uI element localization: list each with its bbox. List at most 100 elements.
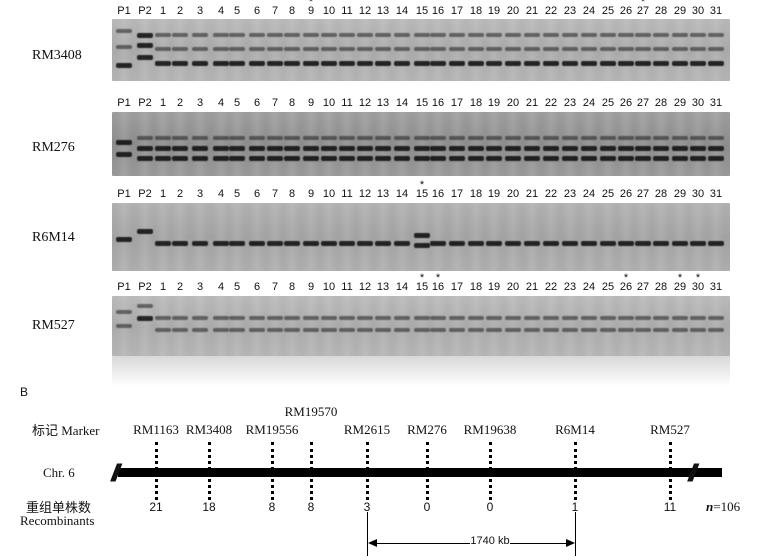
- gel-band: [618, 146, 634, 151]
- gel-lane: [192, 112, 208, 176]
- gel-band: [249, 146, 265, 151]
- recombinant-star: *: [695, 272, 701, 284]
- lane-label: 10: [322, 281, 336, 293]
- gel-lane: [635, 296, 651, 356]
- gel-band: [357, 316, 373, 320]
- lane-label: 25: [601, 281, 615, 293]
- gel-band: [653, 136, 669, 140]
- gel-band: [414, 47, 430, 51]
- lane-label: 14: [395, 5, 409, 17]
- gel-band: [284, 33, 300, 37]
- gel-band: [249, 156, 265, 161]
- gel-band: [303, 146, 319, 151]
- lane-label: 24: [582, 5, 596, 17]
- gel-marker-label: R6M14: [32, 230, 75, 245]
- gel-band: [708, 146, 724, 151]
- lane-label: 5: [233, 281, 241, 293]
- gel-band: [449, 47, 465, 51]
- gel-lane: [303, 112, 319, 176]
- gel-band: [635, 241, 651, 246]
- gel-band: [618, 33, 634, 37]
- lane-label: 27: [636, 281, 650, 293]
- gel-band: [600, 33, 616, 37]
- gel-band: [213, 241, 229, 246]
- lane-label: 14: [395, 97, 409, 109]
- gel-band: [249, 328, 265, 332]
- gel-lane: [172, 296, 188, 356]
- interval-bracket-right: [575, 512, 576, 556]
- lane-label: 19: [487, 97, 501, 109]
- gel-lane: [357, 112, 373, 176]
- gel-band: [375, 316, 391, 320]
- gel-band: [229, 61, 245, 66]
- interval-arrow-right: [566, 539, 575, 547]
- lane-label: 30: [691, 97, 705, 109]
- gel-lane: [672, 112, 688, 176]
- gel-lane: [284, 112, 300, 176]
- gel-band: [486, 136, 502, 140]
- lane-label: 19: [487, 281, 501, 293]
- gel-band: [635, 328, 651, 332]
- gel-band: [321, 33, 337, 37]
- gel-band: [524, 146, 540, 151]
- recombinant-count: 11: [663, 500, 677, 514]
- gel-band: [468, 316, 484, 320]
- gel-band: [618, 47, 634, 51]
- lane-label: 3: [196, 281, 204, 293]
- lane-label: 16: [431, 97, 445, 109]
- gel-band: [581, 156, 597, 161]
- lane-label: 8: [288, 281, 296, 293]
- gel-band: [284, 61, 300, 66]
- gel-band: [137, 316, 153, 321]
- lane-label: 25: [601, 97, 615, 109]
- gel-band: [600, 136, 616, 140]
- gel-band: [635, 47, 651, 51]
- gel-band: [155, 316, 171, 320]
- gel-band: [486, 316, 502, 320]
- gel-lane: [155, 296, 171, 356]
- gel-lane: [505, 203, 521, 271]
- lane-label: 12: [358, 281, 372, 293]
- gel-lane: [430, 203, 446, 271]
- lane-label: 30: [691, 188, 705, 200]
- lane-label: 9: [307, 5, 315, 17]
- gel-band: [581, 47, 597, 51]
- gel-band: [562, 61, 578, 66]
- gel-band: [600, 61, 616, 66]
- lane-label: 6: [253, 188, 261, 200]
- gel-band: [672, 136, 688, 140]
- gel-lane: [690, 203, 706, 271]
- recombinants-title-en: Recombinants: [20, 513, 95, 528]
- gel-lane: [394, 112, 410, 176]
- gel-band: [137, 43, 153, 48]
- gel-band: [430, 136, 446, 140]
- lane-label: 3: [196, 5, 204, 17]
- gel-lane: [524, 112, 540, 176]
- gel-band: [192, 316, 208, 320]
- gel-band: [486, 156, 502, 161]
- gel-band: [267, 328, 283, 332]
- gel-band: [357, 328, 373, 332]
- map-marker-tick: [426, 442, 429, 500]
- gel-lane: [137, 19, 153, 81]
- gel-lane: [562, 112, 578, 176]
- gel-lane: [357, 203, 373, 271]
- gel-band: [155, 136, 171, 140]
- lane-label-row: P1 P2 1 2 3 4 5 6 7 8 9 10 11 12 13 14 15 * 16 17 18 19 20 21 22…: [0, 179, 777, 202]
- gel-band: [267, 146, 283, 151]
- gel-band: [524, 316, 540, 320]
- gel-band: [137, 136, 153, 140]
- gel-band: [357, 136, 373, 140]
- gel-band: [600, 156, 616, 161]
- lane-label: P1: [117, 281, 131, 293]
- lane-label: 12: [358, 5, 372, 17]
- lane-label: 1: [159, 188, 167, 200]
- gel-band: [172, 146, 188, 151]
- gel-band: [229, 328, 245, 332]
- gel-band: [213, 328, 229, 332]
- lane-label: 26: [619, 188, 633, 200]
- gel-band: [249, 316, 265, 320]
- interval-bracket-left: [367, 512, 368, 556]
- gel-band: [690, 316, 706, 320]
- gel-band: [357, 146, 373, 151]
